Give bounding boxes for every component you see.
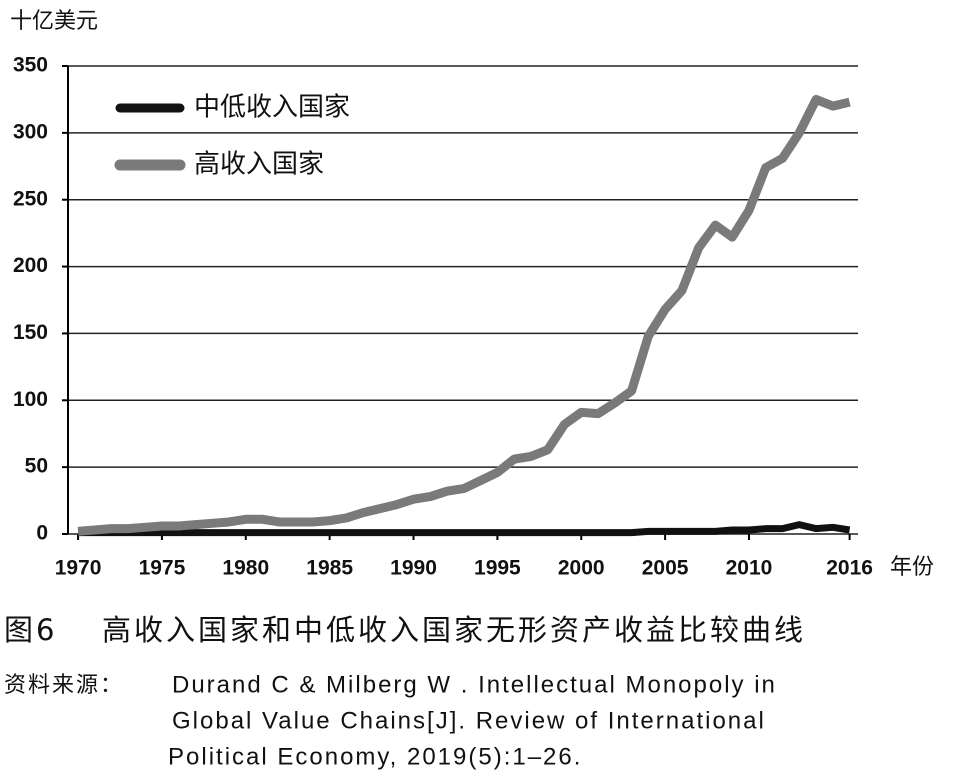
y-tick-label: 100: [13, 388, 48, 411]
y-tick-label: 50: [25, 455, 48, 478]
y-tick-label: 200: [13, 254, 48, 277]
x-tick-label: 2005: [642, 557, 689, 580]
y-tick-label: 150: [13, 321, 48, 344]
y-tick-label: 300: [13, 120, 48, 143]
source-line: Political Economy, 2019(5):1–26.: [168, 743, 582, 770]
x-axis-label: 年份: [890, 555, 934, 580]
x-tick-label: 1990: [390, 557, 437, 580]
x-tick-label: 1970: [55, 557, 102, 580]
data-line: [77, 94, 851, 536]
y-tick-label: 350: [13, 54, 48, 77]
x-tick-label: 2010: [726, 557, 773, 580]
y-tick-label: 250: [13, 187, 48, 210]
x-tick-label: 2016: [826, 557, 873, 580]
source-line: Durand C & Milberg W . Intellectual Mono…: [172, 671, 777, 698]
caption-label: 图6: [4, 613, 57, 647]
x-tick-label: 2000: [558, 557, 605, 580]
caption-title: 高收入国家和中低收入国家无形资产收益比较曲线: [102, 613, 806, 647]
source-label: 资料来源：: [4, 673, 124, 698]
y-tick-label: 0: [36, 522, 48, 545]
x-tick-label: 1975: [139, 557, 186, 580]
legend-label: 中低收入国家: [194, 93, 350, 123]
x-tick-label: 1995: [474, 557, 521, 580]
source-line: Global Value Chains[J]. Review of Intern…: [172, 707, 766, 734]
x-tick-label: 1985: [306, 557, 353, 580]
y-axis-label: 十亿美元: [10, 9, 98, 34]
legend-label: 高收入国家: [194, 150, 324, 180]
x-tick-label: 1980: [222, 557, 269, 580]
data-line: [78, 521, 851, 537]
